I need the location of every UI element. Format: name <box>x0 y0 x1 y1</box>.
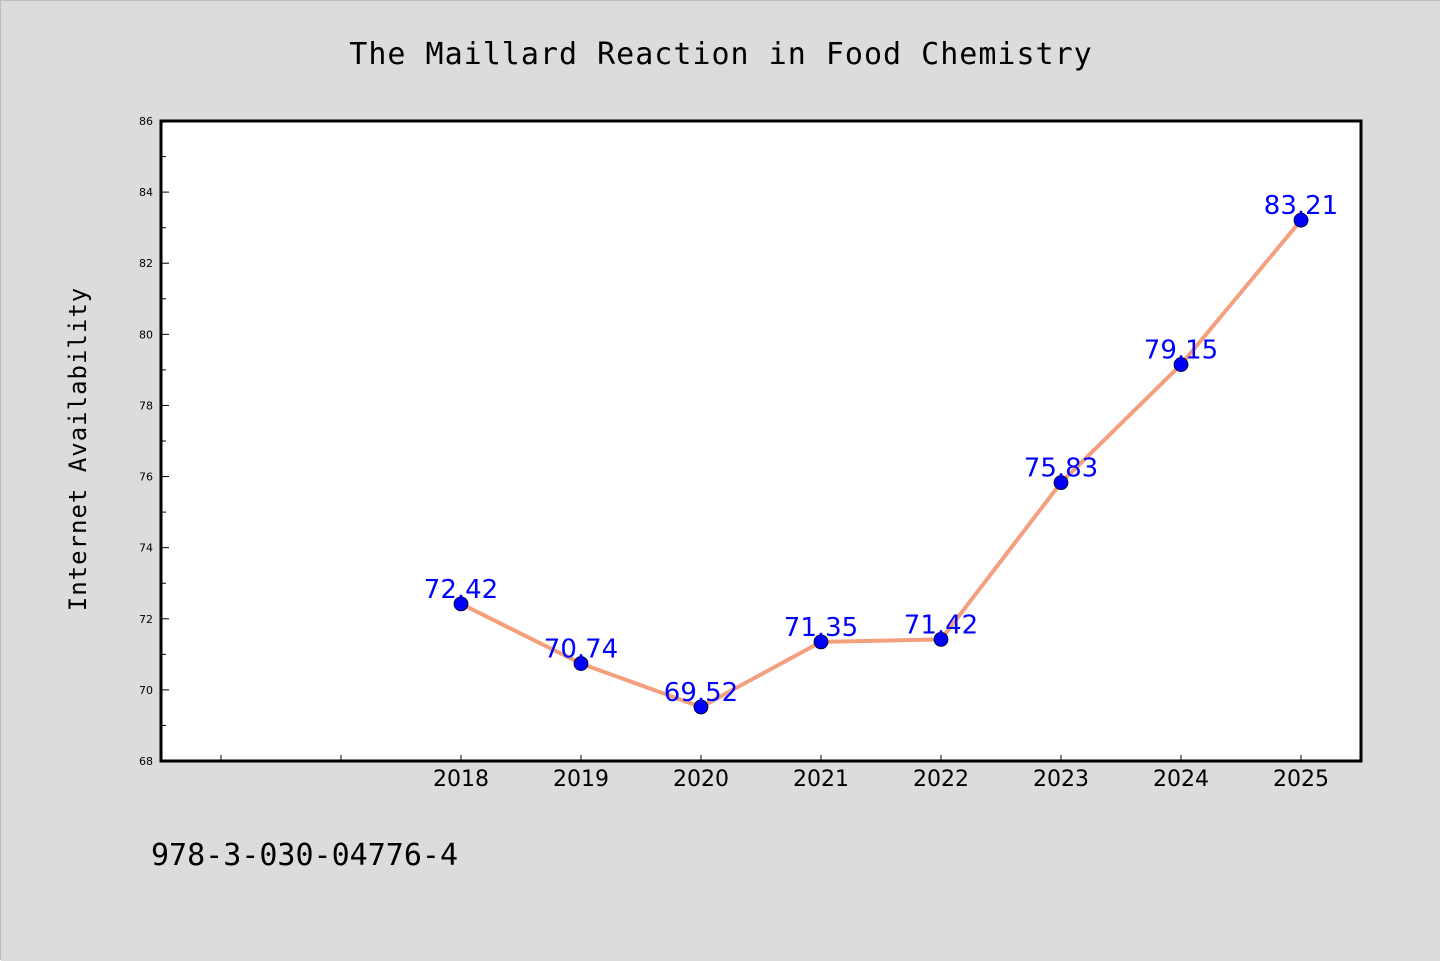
data-label: 69.52 <box>664 678 738 708</box>
series-layer <box>453 212 1309 715</box>
data-labels: 72.42 70.74 69.52 71.35 71.42 75.83 79.15 83.21 <box>424 191 1338 708</box>
data-label: 75.83 <box>1024 454 1098 484</box>
data-point <box>1173 357 1189 372</box>
y-axis-label: Internet Availability <box>64 287 92 611</box>
x-tick-label: 2022 <box>913 767 969 792</box>
y-tick-label: 70 <box>139 684 153 697</box>
x-tick-label: 2019 <box>553 767 609 792</box>
data-point <box>1293 212 1309 228</box>
data-point <box>1053 475 1069 491</box>
y-tick-label: 80 <box>139 328 153 341</box>
isbn-footer: 978-3-030-04776-4 <box>151 838 458 873</box>
data-point <box>693 699 709 715</box>
y-axis: 68 70 72 74 76 78 80 82 84 86 <box>139 115 169 768</box>
data-label: 79.15 <box>1144 336 1218 366</box>
data-label: 71.42 <box>904 610 978 640</box>
x-tick-label: 2023 <box>1033 767 1089 792</box>
data-point <box>813 634 829 650</box>
y-tick-label: 78 <box>139 399 153 412</box>
y-tick-label: 76 <box>139 471 153 484</box>
data-label: 70.74 <box>544 635 618 665</box>
x-tick-label: 2024 <box>1153 767 1209 792</box>
x-tick-label: 2018 <box>433 767 489 792</box>
x-axis: 2018 2019 2020 2021 2022 2023 2024 2025 <box>220 755 1329 792</box>
data-label: 83.21 <box>1264 191 1338 221</box>
x-tick-label: 2025 <box>1273 767 1329 792</box>
x-tick-label: 2021 <box>793 767 849 792</box>
y-tick-label: 74 <box>139 542 153 555</box>
data-point <box>933 632 949 647</box>
y-tick-label: 68 <box>139 755 153 768</box>
y-tick-label: 82 <box>139 257 153 270</box>
data-point <box>573 656 589 671</box>
y-tick-label: 84 <box>139 186 153 199</box>
x-tick-label: 2020 <box>673 767 729 792</box>
data-label: 71.35 <box>784 613 858 643</box>
data-label: 72.42 <box>424 575 498 605</box>
series-line <box>459 218 1303 709</box>
data-point <box>453 596 469 612</box>
y-tick-label: 86 <box>139 115 153 128</box>
plot-frame <box>159 119 1363 763</box>
y-tick-label: 72 <box>139 613 153 626</box>
chart-title: The Maillard Reaction in Food Chemistry <box>349 37 1092 72</box>
plot-area <box>161 121 1361 761</box>
